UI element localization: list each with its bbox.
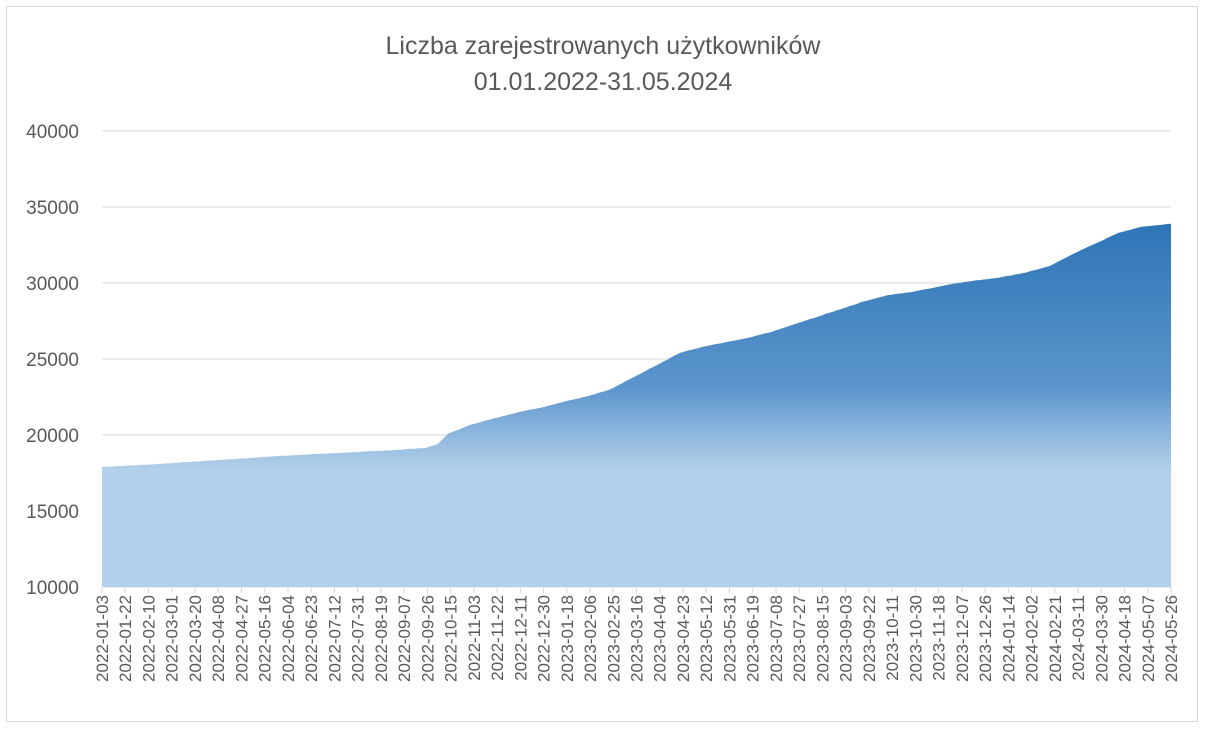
x-tick-label: 2023-04-23 bbox=[674, 595, 693, 682]
x-tick-label: 2024-02-21 bbox=[1046, 595, 1065, 682]
y-tick-label: 20000 bbox=[26, 426, 79, 447]
x-tick-label: 2024-03-11 bbox=[1069, 595, 1088, 681]
x-tick-label: 2023-01-18 bbox=[558, 595, 577, 682]
chart-subtitle: 01.01.2022-31.05.2024 bbox=[474, 68, 733, 96]
x-tick-label: 2023-09-22 bbox=[860, 595, 879, 682]
x-tick-label: 2023-10-11 bbox=[883, 595, 902, 681]
x-tick-label: 2023-04-04 bbox=[651, 595, 670, 682]
x-tick-label: 2024-05-07 bbox=[1139, 595, 1158, 682]
x-tick-label: 2024-02-02 bbox=[1023, 595, 1042, 682]
x-tick-label: 2023-10-30 bbox=[906, 595, 925, 682]
x-tick-label: 2023-02-06 bbox=[581, 595, 600, 682]
x-tick-label: 2022-04-27 bbox=[232, 595, 251, 682]
x-tick-label: 2022-10-15 bbox=[442, 595, 461, 682]
y-tick-label: 40000 bbox=[26, 122, 79, 143]
x-tick-label: 2024-03-30 bbox=[1092, 595, 1111, 682]
x-tick-label: 2022-07-12 bbox=[325, 595, 344, 682]
y-tick-label: 15000 bbox=[26, 502, 79, 523]
x-tick-label: 2023-03-16 bbox=[628, 595, 647, 682]
x-tick-label: 2022-07-31 bbox=[349, 595, 368, 682]
x-tick-label: 2022-12-30 bbox=[535, 595, 554, 682]
x-tick-label: 2022-08-19 bbox=[372, 595, 391, 682]
x-tick-label: 2023-12-26 bbox=[976, 595, 995, 682]
y-tick-label: 10000 bbox=[26, 578, 79, 599]
x-tick-label: 2023-02-25 bbox=[604, 595, 623, 682]
y-tick-label: 35000 bbox=[26, 198, 79, 219]
x-tick-label: 2022-11-22 bbox=[488, 595, 507, 681]
chart-title: Liczba zarejestrowanych użytkowników bbox=[386, 32, 822, 60]
x-tick-label: 2022-11-03 bbox=[465, 595, 484, 681]
area-series bbox=[102, 223, 1171, 587]
y-tick-label: 25000 bbox=[26, 350, 79, 371]
x-tick-label: 2023-05-31 bbox=[720, 595, 739, 682]
series-area bbox=[102, 223, 1171, 587]
x-tick-label: 2022-03-20 bbox=[186, 595, 205, 682]
x-tick-label: 2022-03-01 bbox=[163, 595, 182, 682]
x-tick-label: 2023-06-19 bbox=[744, 595, 763, 682]
x-tick-label: 2023-11-18 bbox=[930, 595, 949, 681]
x-tick-label: 2022-06-04 bbox=[279, 595, 298, 682]
x-tick-label: 2024-05-26 bbox=[1162, 595, 1181, 682]
y-tick-label: 30000 bbox=[26, 274, 79, 295]
x-tick-label: 2023-07-08 bbox=[767, 595, 786, 682]
x-tick-label: 2024-04-18 bbox=[1116, 595, 1135, 682]
x-tick-label: 2023-07-27 bbox=[790, 595, 809, 682]
x-tick-label: 2023-08-15 bbox=[813, 595, 832, 682]
x-tick-label: 2022-05-16 bbox=[256, 595, 275, 682]
chart-container: Liczba zarejestrowanych użytkowników 01.… bbox=[6, 6, 1198, 722]
x-tick-label: 2022-12-11 bbox=[511, 595, 530, 681]
x-tick-label: 2022-01-03 bbox=[93, 595, 112, 682]
area-chart: Liczba zarejestrowanych użytkowników 01.… bbox=[26, 32, 1181, 682]
x-tick-label: 2023-12-07 bbox=[953, 595, 972, 682]
x-tick-label: 2023-05-12 bbox=[697, 595, 716, 682]
x-axis-ticks: 2022-01-03 2022-01-22 2022-02-10 2022-03-01… bbox=[93, 587, 1181, 682]
x-tick-label: 2022-09-26 bbox=[418, 595, 437, 682]
x-tick-label: 2022-01-22 bbox=[116, 595, 135, 682]
x-tick-label: 2023-09-03 bbox=[837, 595, 856, 682]
x-tick-label: 2022-09-07 bbox=[395, 595, 414, 682]
x-tick-label: 2022-04-08 bbox=[209, 595, 228, 682]
x-tick-label: 2022-02-10 bbox=[139, 595, 158, 682]
x-tick-label: 2024-01-14 bbox=[999, 595, 1018, 682]
x-tick-label: 2022-06-23 bbox=[302, 595, 321, 682]
y-axis-ticks: 10000 15000 20000 25000 30000 35000 40000 bbox=[26, 122, 79, 599]
